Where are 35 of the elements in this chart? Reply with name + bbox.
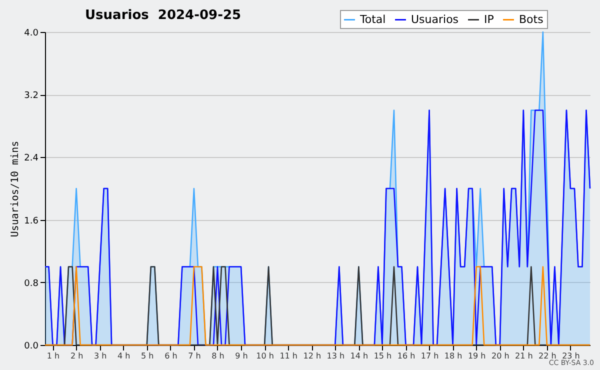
x-tick-label: 7 h [188, 352, 201, 360]
x-tick-label: 18 h [444, 352, 462, 360]
x-tick-label: 11 h [280, 352, 298, 360]
x-tick-label: 3 h [94, 352, 107, 360]
x-tick-label: 22 h [538, 352, 556, 360]
legend-label: Usuarios [411, 12, 459, 26]
x-tick-label: 16 h [397, 352, 416, 360]
x-tick-label: 5 h [141, 352, 154, 360]
x-tick-label: 21 h [515, 352, 533, 360]
y-tick-label: 1.6 [24, 216, 39, 226]
x-tick-label: 19 h [468, 352, 486, 360]
y-tick-label: 4.0 [24, 28, 39, 38]
x-tick-label: 14 h [350, 352, 368, 360]
x-tick-label: 9 h [235, 352, 248, 360]
y-tick-label: 3.2 [24, 91, 38, 102]
x-tick-label: 15 h [374, 352, 392, 360]
x-tick-label: 4 h [118, 352, 130, 360]
legend-label: IP [484, 12, 494, 26]
x-tick-label: 13 h [326, 352, 345, 360]
x-tick-label: 23 h [562, 352, 580, 360]
x-tick-label: 2 h [70, 352, 84, 360]
x-tick-label: 17 h [420, 352, 439, 360]
x-tick-label: 1 h [46, 352, 60, 360]
x-tick-label: 12 h [303, 352, 322, 360]
y-tick-label: 0.8 [24, 278, 39, 289]
y-axis-title: Usuarios/10 mins [10, 140, 22, 238]
y-tick-label: 0.0 [24, 342, 39, 352]
x-tick-label: 8 h [212, 352, 224, 360]
y-tick-label: 2.4 [24, 154, 39, 164]
x-tick-label: 20 h [491, 352, 510, 360]
x-tick-label: 6 h [164, 352, 178, 360]
x-tick-label: 10 h [256, 352, 274, 360]
legend-label: Total [359, 12, 386, 26]
legend-label: Bots [519, 12, 544, 26]
chart-title: Usuarios 2024-09-25 [85, 8, 242, 23]
